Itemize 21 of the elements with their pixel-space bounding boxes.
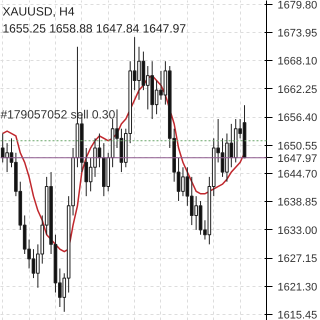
candlestick: [220, 138, 224, 178]
y-tick-label: 1638.85: [278, 196, 318, 209]
y-tick-label: 1679.80: [278, 0, 318, 12]
candlestick: [190, 176, 194, 226]
y-tick-label: 1668.10: [278, 56, 318, 68]
y-tick-label: 1662.25: [278, 84, 318, 96]
text: 1655.25 1658.88 1647.84 1647.97: [2, 22, 186, 36]
line-series: [2, 74, 246, 252]
candlestick: [137, 46, 141, 100]
candlestick: [32, 248, 36, 279]
chart-title: XAUUSD, H4: [2, 4, 75, 18]
candlestick: [0, 133, 5, 163]
y-tick-label: 1644.70: [278, 168, 318, 181]
y-tick-label: 1615.45: [278, 309, 318, 320]
y-tick-label: 1673.95: [278, 28, 318, 40]
y-tick-label: 1650.55: [278, 140, 318, 152]
y-tick-label: 1621.30: [278, 281, 318, 294]
ref-line-label: 1647.97: [278, 152, 318, 165]
y-tick-label: 1656.40: [278, 112, 318, 124]
y-tick-label: 1627.15: [278, 253, 318, 266]
y-tick-label: 1633.00: [278, 224, 318, 237]
